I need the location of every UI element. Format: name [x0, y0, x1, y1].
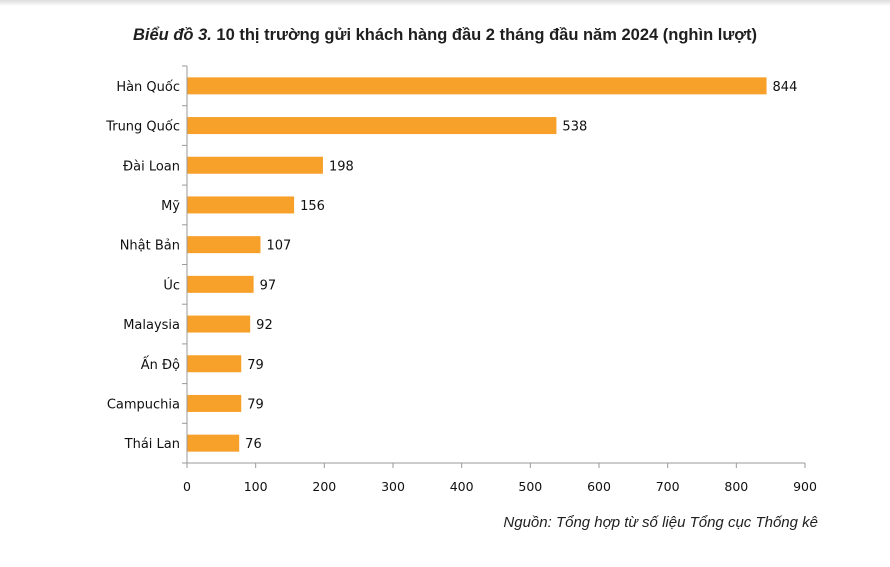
- bar: [187, 275, 254, 293]
- category-label: Đài Loan: [123, 159, 180, 174]
- source-note: Nguồn: Tổng hợp từ số liệu Tổng cục Thốn…: [503, 514, 818, 531]
- category-label: Hàn Quốc: [116, 80, 180, 95]
- category-label: Campuchia: [107, 397, 180, 412]
- chart-title: Biểu đồ 3. 10 thị trường gửi khách hàng …: [0, 26, 890, 45]
- category-label: Trung Quốc: [105, 120, 180, 135]
- x-tick-label: 100: [244, 479, 268, 494]
- x-tick-label: 800: [724, 479, 748, 494]
- data-label: 538: [562, 120, 587, 135]
- chart-title-text: 10 thị trường gửi khách hàng đầu 2 tháng…: [211, 26, 758, 44]
- category-label: Thái Lan: [124, 437, 180, 452]
- bar: [187, 196, 295, 214]
- category-label: Nhật Bản: [120, 239, 180, 254]
- x-tick-label: 200: [312, 479, 336, 494]
- cropped-header-strip: [0, 0, 890, 6]
- bar: [187, 355, 242, 373]
- data-label: 92: [256, 318, 273, 333]
- bar: [187, 434, 240, 452]
- data-label: 79: [247, 358, 264, 373]
- x-tick-label: 700: [656, 479, 680, 494]
- data-label: 107: [266, 239, 291, 254]
- bar: [187, 236, 261, 254]
- data-label: 198: [329, 159, 354, 174]
- x-tick-label: 600: [587, 479, 611, 494]
- x-tick-label: 900: [793, 479, 817, 494]
- data-label: 844: [773, 80, 798, 95]
- bar: [187, 394, 242, 412]
- category-label: Mỹ: [161, 199, 180, 214]
- chart-title-lead: Biểu đồ 3.: [132, 26, 212, 44]
- category-label: Úc: [163, 277, 180, 293]
- data-label: 79: [247, 397, 264, 412]
- bar: [187, 117, 557, 135]
- x-tick-label: 500: [518, 479, 542, 494]
- x-tick-label: 0: [183, 479, 191, 494]
- data-label: 76: [245, 437, 262, 452]
- category-label: Malaysia: [123, 318, 180, 333]
- x-tick-label: 300: [381, 479, 405, 494]
- bar: [187, 77, 767, 95]
- bar: [187, 315, 251, 333]
- x-tick-label: 400: [450, 479, 474, 494]
- data-label: 97: [260, 278, 277, 293]
- bar: [187, 156, 323, 174]
- data-label: 156: [300, 199, 325, 214]
- category-label: Ấn Độ: [141, 356, 180, 373]
